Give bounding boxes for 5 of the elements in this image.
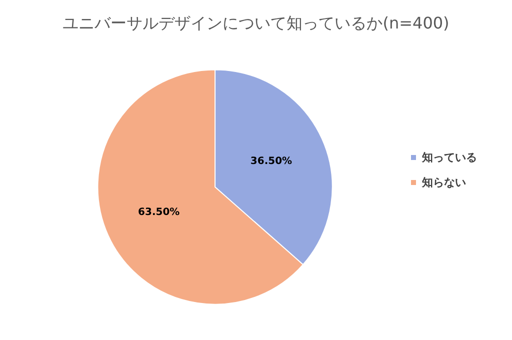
- legend-label: 知っている: [421, 151, 477, 164]
- legend-label: 知らない: [421, 176, 466, 189]
- data-label: 36.50%: [250, 156, 292, 168]
- data-label: 63.50%: [138, 206, 180, 218]
- chart-title: ユニバーサルデザインについて知っているか(n=400): [62, 14, 450, 32]
